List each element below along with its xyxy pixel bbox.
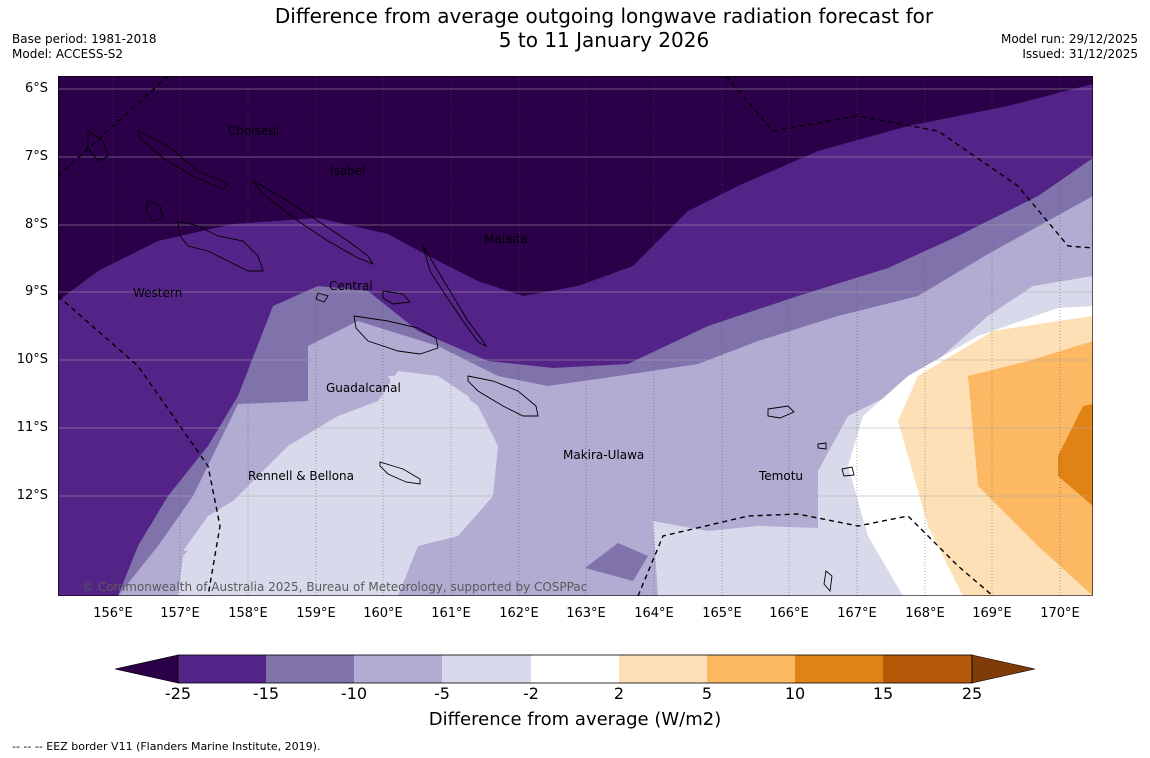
- lon-label-159e: 159°E: [296, 606, 336, 621]
- region-label-rennell: Rennell & Bellona: [248, 469, 355, 483]
- colorbar-tick-minus15: -15: [252, 684, 280, 703]
- island-vella: [145, 200, 164, 222]
- region-label-western: Western: [133, 286, 183, 300]
- eez-border: [58, 76, 1093, 596]
- colorbar-extend-low: [114, 654, 179, 684]
- region-label-guadalcanal: Guadalcanal: [326, 381, 401, 395]
- lon-label-161e: 161°E: [431, 606, 471, 621]
- lon-label-166e: 166°E: [769, 606, 809, 621]
- coastlines: [87, 130, 855, 593]
- colorbar-tick-minus10: -10: [340, 684, 368, 703]
- lat-label-10s: 10°S: [16, 352, 48, 367]
- lon-label-157e: 157°E: [160, 606, 200, 621]
- base-period: Base period: 1981-2018: [12, 32, 157, 46]
- lat-label-12s: 12°S: [16, 488, 48, 503]
- latitude-lines: [58, 88, 1093, 497]
- chart-title: Difference from average outgoing longwav…: [0, 4, 1150, 52]
- island-santa-cruz: [767, 405, 795, 419]
- island-rennell: [379, 461, 421, 485]
- lon-label-167e: 167°E: [837, 606, 877, 621]
- band-5-2-guadalcanal: [183, 376, 488, 551]
- lon-label-168e: 168°E: [905, 606, 945, 621]
- island-guadalcanal: [353, 315, 439, 355]
- lon-label-160e: 160°E: [363, 606, 403, 621]
- lat-label-9s: 9°S: [24, 284, 48, 299]
- island-malaita: [422, 245, 488, 348]
- lon-label-156e: 156°E: [93, 606, 133, 621]
- meta-right: Model run: 29/12/2025 Issued: 31/12/2025: [1001, 32, 1138, 62]
- lat-label-7s: 7°S: [24, 149, 48, 164]
- colorbar-swatch-25-15: [178, 655, 266, 683]
- model-run: Model run: 29/12/2025: [1000, 32, 1138, 46]
- lon-label-165e: 165°E: [702, 606, 742, 621]
- island-florida: [382, 290, 411, 305]
- colorbar-swatch-5-2: [442, 655, 531, 683]
- lat-label-11s: 11°S: [16, 420, 48, 435]
- lon-label-170e: 170°E: [1040, 606, 1080, 621]
- colorbar-swatch-10-5: [354, 655, 442, 683]
- model-name: Model: ACCESS-S2: [12, 47, 124, 61]
- lon-label-158e: 158°E: [228, 606, 268, 621]
- map-frame: [58, 76, 1093, 596]
- colorbar-extend-high: [971, 654, 1036, 684]
- title-line-2: 5 to 11 January 2026: [498, 28, 710, 52]
- region-label-central: Central: [329, 279, 373, 293]
- island-vanikoro: [841, 466, 855, 477]
- band-5-10: [968, 341, 1093, 596]
- colorbar-tick-minus2: -2: [523, 684, 539, 703]
- issued-date: Issued: 31/12/2025: [1022, 47, 1138, 61]
- colorbar-swatch-2-5: [619, 655, 707, 683]
- colorbar-title: Difference from average (W/m2): [428, 709, 722, 730]
- colorbar-tick-minus25: -25: [164, 684, 192, 703]
- lon-label-163e: 163°E: [566, 606, 606, 621]
- region-label-malaita: Malaita: [484, 232, 528, 246]
- island-makira: [467, 375, 539, 417]
- eez-footnote: -- -- -- EEZ border V11 (Flanders Marine…: [12, 740, 321, 753]
- colorbar-tick-25: 25: [961, 684, 983, 703]
- region-label-isabel: Isabel: [330, 164, 366, 178]
- colorbar-swatch-10-15: [795, 655, 883, 683]
- lat-label-6s: 6°S: [24, 81, 48, 96]
- colorbar-tick-minus5: -5: [434, 684, 450, 703]
- island-utupua: [817, 442, 827, 450]
- copyright-notice: © Commonwealth of Australia 2025, Bureau…: [82, 580, 588, 594]
- island-choiseul: [137, 130, 229, 190]
- lon-label-164e: 164°E: [634, 606, 674, 621]
- lon-label-162e: 162°E: [499, 606, 539, 621]
- band-10-15: [1058, 404, 1093, 506]
- colorbar-tick-2: 2: [613, 684, 625, 703]
- band-15-10-patch: [585, 543, 648, 581]
- colorbar-swatch-5-10: [707, 655, 795, 683]
- island-anuta: [823, 570, 833, 593]
- olr-anomaly-map: [58, 76, 1093, 596]
- island-isabel: [252, 180, 375, 265]
- colorbar-frame: [177, 654, 973, 684]
- colorbar-tick-10: 10: [784, 684, 806, 703]
- lon-label-169e: 169°E: [972, 606, 1012, 621]
- colorbar: [114, 654, 1036, 684]
- region-label-temotu: Temotu: [759, 469, 804, 483]
- title-line-1: Difference from average outgoing longwav…: [274, 4, 934, 28]
- colorbar-swatch-15-25: [883, 655, 972, 683]
- colorbar-tick-5: 5: [701, 684, 713, 703]
- lat-label-8s: 8°S: [24, 217, 48, 232]
- island-shortland: [87, 130, 109, 162]
- island-savo: [315, 292, 329, 303]
- region-label-choiseul: Choiseul: [228, 124, 280, 138]
- meta-left: Base period: 1981-2018 Model: ACCESS-S2: [12, 32, 157, 62]
- colorbar-tick-15: 15: [872, 684, 894, 703]
- region-label-makira: Makira-Ulawa: [563, 448, 645, 462]
- colorbar-swatch-15-10: [266, 655, 354, 683]
- colorbar-swatch-2-2: [531, 655, 619, 683]
- island-new-georgia: [177, 220, 264, 272]
